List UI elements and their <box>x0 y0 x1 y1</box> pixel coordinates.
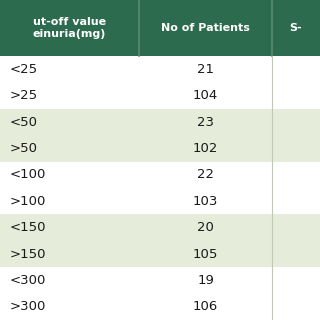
Text: 103: 103 <box>193 195 218 208</box>
Text: 105: 105 <box>193 247 218 260</box>
Bar <box>0 294 320 320</box>
Text: <25: <25 <box>10 63 38 76</box>
Text: >300: >300 <box>10 300 46 313</box>
Text: <150: <150 <box>10 221 46 234</box>
Bar <box>0 109 320 135</box>
Text: >50: >50 <box>10 142 38 155</box>
Text: <50: <50 <box>10 116 38 129</box>
Bar <box>0 188 320 214</box>
Text: <300: <300 <box>10 274 46 287</box>
Text: 104: 104 <box>193 89 218 102</box>
Bar <box>0 135 320 162</box>
Text: 102: 102 <box>193 142 218 155</box>
Bar <box>0 241 320 267</box>
Bar <box>0 56 320 83</box>
Text: >25: >25 <box>10 89 38 102</box>
Bar <box>0 82 320 109</box>
Text: 106: 106 <box>193 300 218 313</box>
Text: No of Patients: No of Patients <box>161 23 250 33</box>
Bar <box>0 0 139 56</box>
Text: S-: S- <box>290 23 302 33</box>
Text: 21: 21 <box>197 63 214 76</box>
Text: 20: 20 <box>197 221 214 234</box>
Text: ut-off value
einuria(mg): ut-off value einuria(mg) <box>33 17 106 39</box>
Bar <box>0 214 320 241</box>
Bar <box>0 162 320 188</box>
Bar <box>139 0 272 56</box>
Text: 23: 23 <box>197 116 214 129</box>
Text: >100: >100 <box>10 195 46 208</box>
Text: 19: 19 <box>197 274 214 287</box>
Text: <100: <100 <box>10 168 46 181</box>
Text: 22: 22 <box>197 168 214 181</box>
Text: >150: >150 <box>10 247 46 260</box>
Bar <box>0 267 320 294</box>
Bar <box>272 0 320 56</box>
